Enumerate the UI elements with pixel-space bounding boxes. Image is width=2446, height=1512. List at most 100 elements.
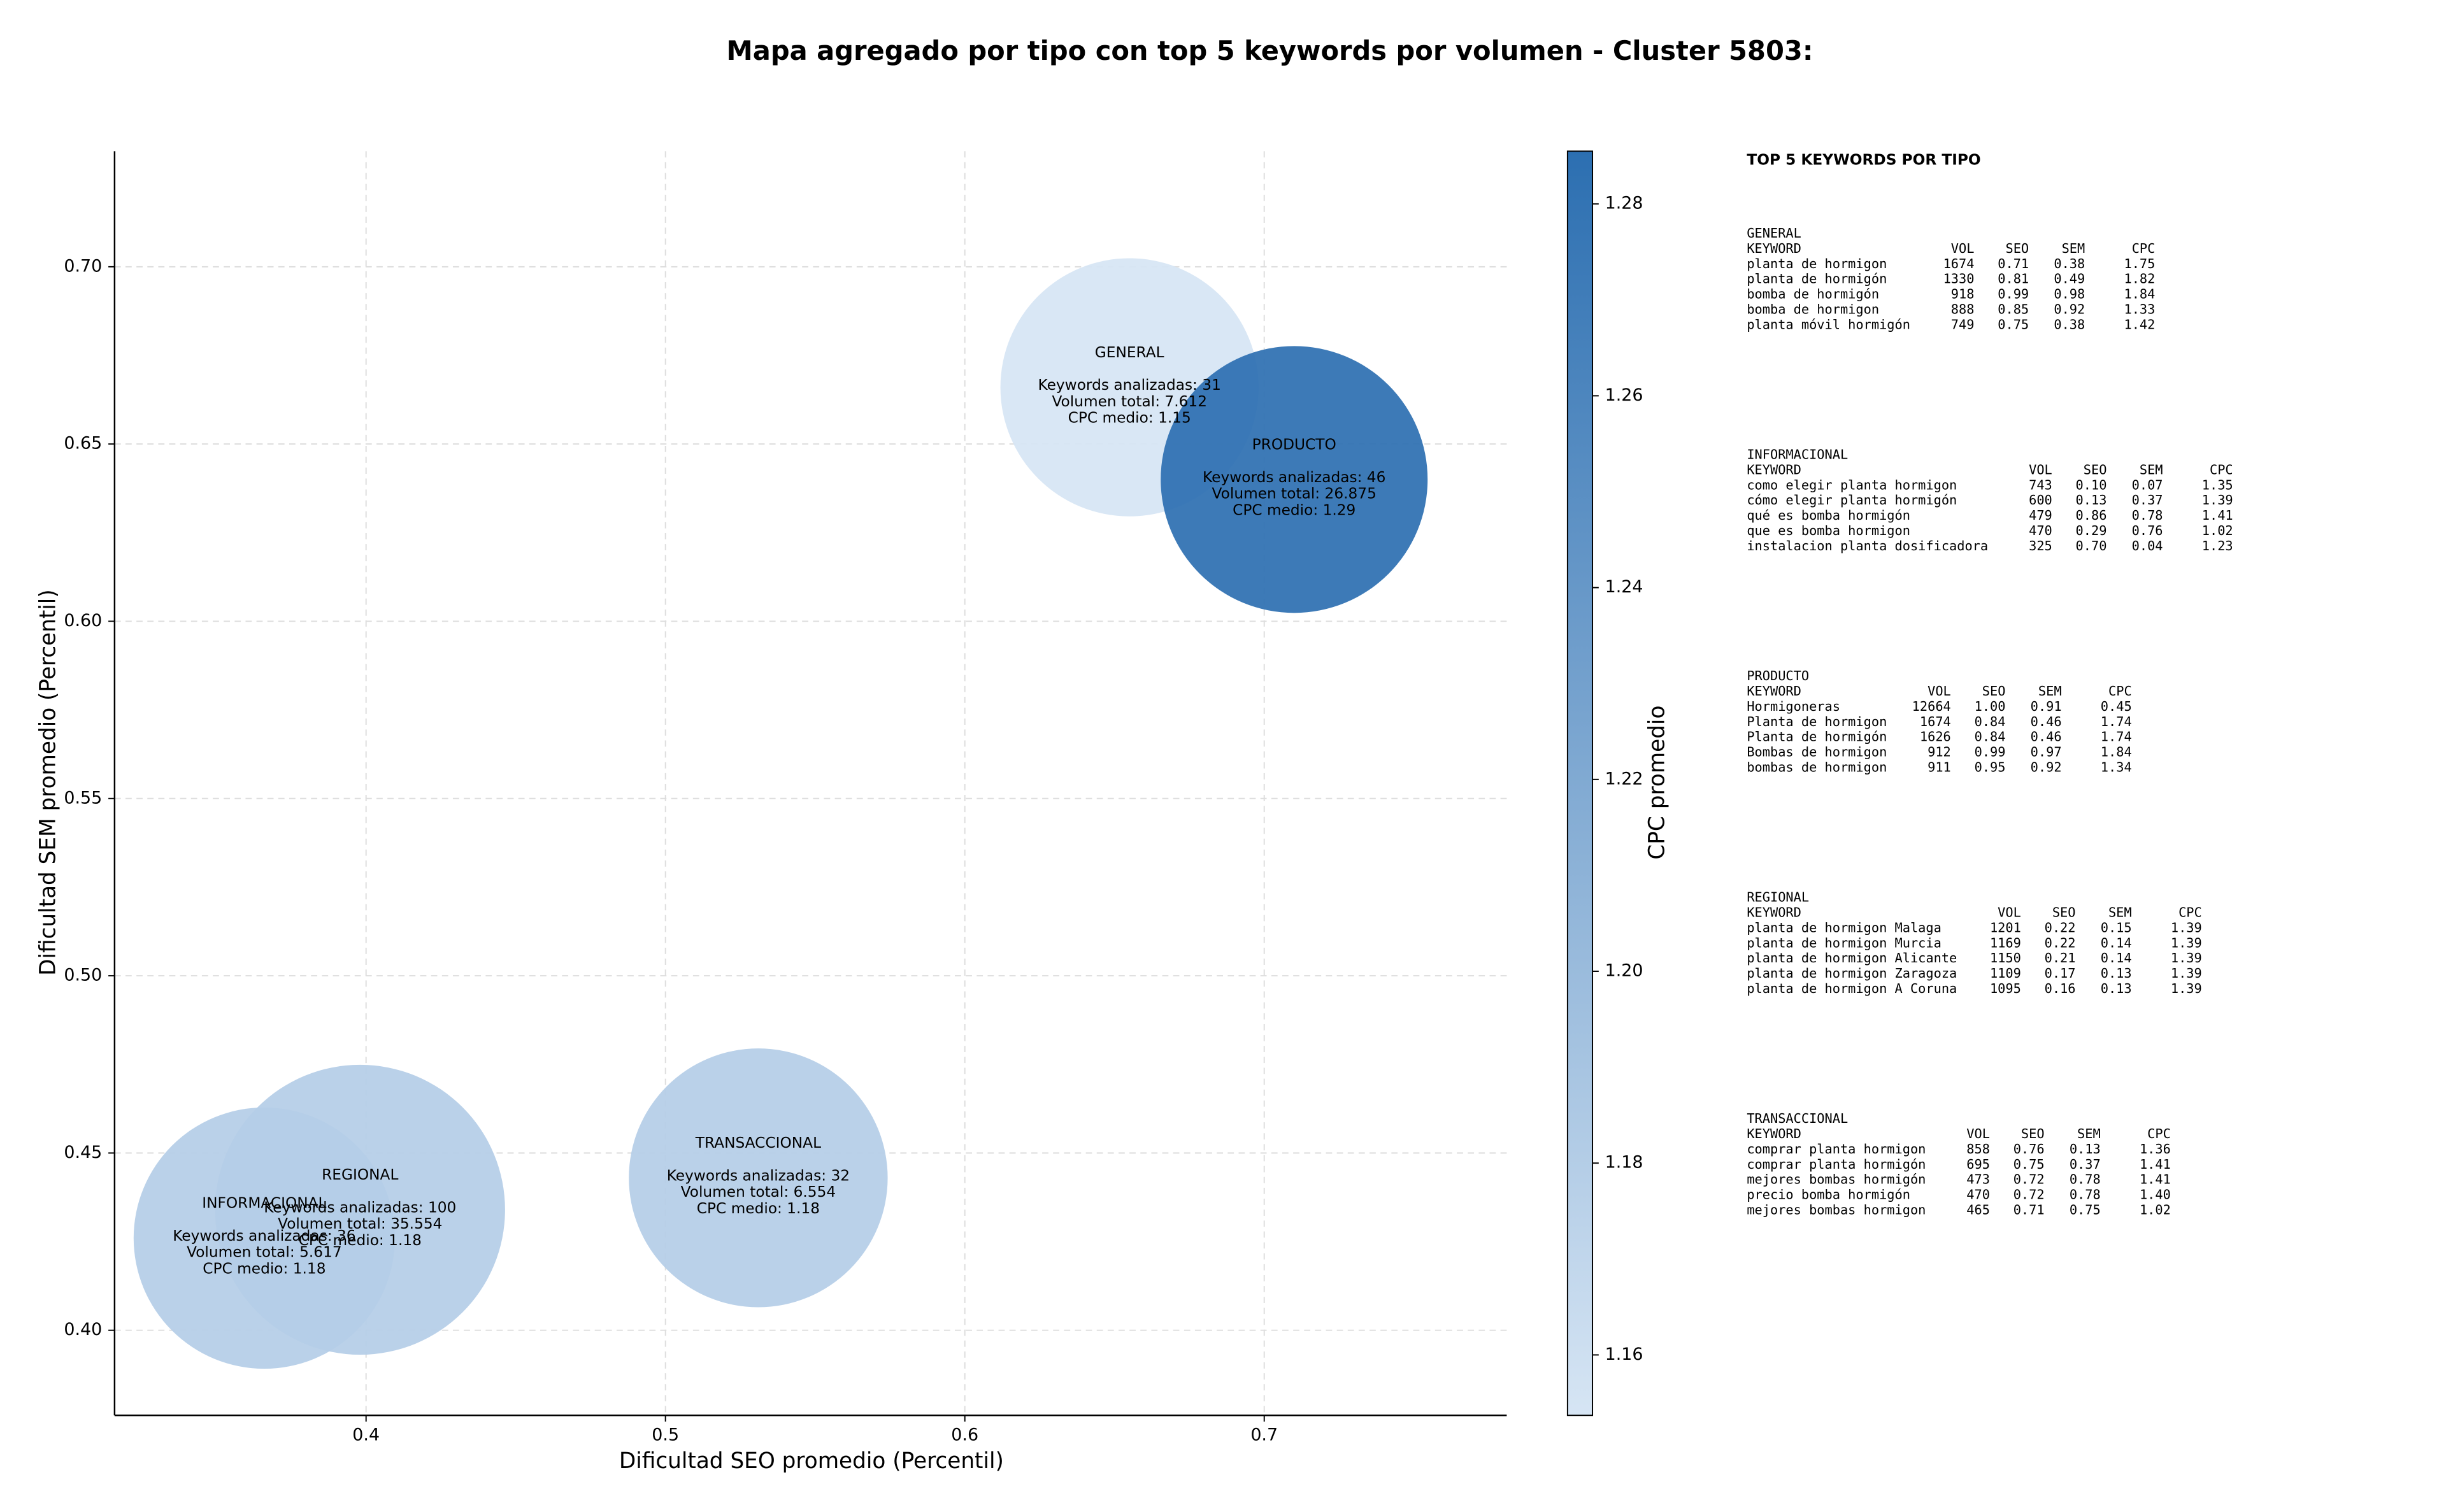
x-tick-label: 0.7 xyxy=(1250,1425,1278,1445)
panel-header: SEM xyxy=(2062,241,2085,256)
bubble xyxy=(629,1048,888,1308)
bubble-detail: CPC medio: 1.18 xyxy=(299,1232,422,1249)
panel-cell: Planta de hormigon xyxy=(1747,714,1887,729)
bubble-detail: CPC medio: 1.29 xyxy=(1233,501,1355,518)
panel-cell: 1.40 xyxy=(2140,1187,2171,1202)
panel-cell: comprar planta hormigon xyxy=(1747,1141,1926,1157)
panel-cell: planta de hormigon Malaga xyxy=(1747,920,1942,935)
panel-cell: planta de hormigon Murcia xyxy=(1747,935,1942,950)
panel-cell: planta de hormigon Zaragoza xyxy=(1747,966,1957,981)
panel-section-title: INFORMACIONAL xyxy=(1747,447,1848,462)
panel-header: SEM xyxy=(2108,905,2132,920)
colorbar-tick-label: 1.24 xyxy=(1605,577,1643,597)
colorbar-label: CPC promedio xyxy=(1644,706,1670,860)
panel-cell: 1.74 xyxy=(2101,729,2132,745)
panel-cell: mejores bombas hormigon xyxy=(1747,1202,1926,1217)
panel-cell: 0.70 xyxy=(2076,538,2107,553)
panel-header: KEYWORD xyxy=(1747,1126,1801,1141)
x-tick-label: 0.4 xyxy=(352,1425,380,1445)
panel-header: SEO xyxy=(2052,905,2076,920)
panel-cell: 1.75 xyxy=(2124,256,2155,271)
panel-cell: 0.07 xyxy=(2132,477,2163,492)
panel-cell: 1201 xyxy=(1990,920,2021,935)
panel-header: VOL xyxy=(2029,462,2052,478)
panel-cell: 600 xyxy=(2029,492,2052,508)
panel-header: SEO xyxy=(1982,683,2006,699)
panel-cell: 0.10 xyxy=(2076,477,2107,492)
panel-cell: 1.41 xyxy=(2140,1157,2171,1172)
panel-cell: como elegir planta hormigon xyxy=(1747,477,1957,492)
colorbar-tick-label: 1.26 xyxy=(1605,385,1643,405)
bubble-label: REGIONAL xyxy=(322,1166,398,1183)
panel-cell: 1.34 xyxy=(2101,759,2132,774)
panel-cell: 0.84 xyxy=(1975,729,2006,745)
panel-cell: 1.74 xyxy=(2101,714,2132,729)
panel-cell: planta de hormigón xyxy=(1747,271,1887,287)
bubble xyxy=(215,1064,505,1355)
panel-cell: 0.71 xyxy=(2013,1202,2045,1217)
panel-cell: precio bomba hormigón xyxy=(1747,1187,1910,1202)
bubble-detail: Volumen total: 26.875 xyxy=(1212,485,1377,503)
panel-cell: planta de hormigon Alicante xyxy=(1747,950,1957,966)
bubble-detail: CPC medio: 1.18 xyxy=(697,1200,820,1217)
panel-header: SEM xyxy=(2038,683,2062,699)
panel-header: VOL xyxy=(1951,241,1975,256)
panel-cell: Planta de hormigón xyxy=(1747,729,1887,745)
bubble-detail: Keywords analizadas: 46 xyxy=(1203,469,1385,486)
bubble-label: PRODUCTO xyxy=(1252,436,1336,453)
panel-cell: 0.37 xyxy=(2132,492,2163,508)
panel-cell: 918 xyxy=(1951,287,1975,302)
panel-header: KEYWORD xyxy=(1747,462,1801,478)
panel-cell: 0.75 xyxy=(1998,317,2029,332)
panel-cell: 0.76 xyxy=(2013,1141,2045,1157)
panel-cell: cómo elegir planta hormigón xyxy=(1747,492,1957,508)
panel-cell: 1.41 xyxy=(2140,1172,2171,1187)
panel-cell: 0.13 xyxy=(2101,981,2132,996)
panel-cell: 0.38 xyxy=(2054,317,2085,332)
panel-cell: 0.85 xyxy=(1998,301,2029,317)
panel-cell: 0.71 xyxy=(1998,256,2029,271)
bubble-detail: CPC medio: 1.18 xyxy=(203,1260,325,1277)
y-tick-label: 0.60 xyxy=(64,611,102,631)
panel-cell: 0.95 xyxy=(1975,759,2006,774)
panel-section-title: GENERAL xyxy=(1747,225,1801,241)
panel-cell: bombas de hormigon xyxy=(1747,759,1887,774)
panel-cell: 325 xyxy=(2029,538,2052,553)
panel-cell: 479 xyxy=(2029,508,2052,523)
panel-cell: 0.76 xyxy=(2132,523,2163,538)
colorbar-tick-label: 1.28 xyxy=(1605,194,1643,213)
panel-header: CPC xyxy=(2178,905,2202,920)
panel-cell: bomba de hormigón xyxy=(1747,287,1879,302)
bubble xyxy=(1161,346,1428,613)
panel-cell: 0.78 xyxy=(2132,508,2163,523)
panel-cell: 0.78 xyxy=(2070,1172,2101,1187)
panel-cell: 0.99 xyxy=(1975,744,2006,759)
panel-cell: 888 xyxy=(1951,301,1975,317)
panel-header: KEYWORD xyxy=(1747,241,1801,256)
bubble-detail: Keywords analizadas: 31 xyxy=(1038,376,1221,394)
panel-cell: 1169 xyxy=(1990,935,2021,950)
panel-cell: 1.42 xyxy=(2124,317,2155,332)
panel-header: SEM xyxy=(2140,462,2163,478)
panel-cell: 1.39 xyxy=(2171,950,2202,966)
panel-cell: 0.99 xyxy=(1998,287,2029,302)
panel-cell: 0.91 xyxy=(2031,699,2062,714)
bubble-label: INFORMACIONAL xyxy=(202,1195,326,1212)
panel-cell: 0.17 xyxy=(2045,966,2076,981)
panel-cell: 1674 xyxy=(1920,714,1951,729)
panel-cell: 465 xyxy=(1966,1202,1990,1217)
panel-header: CPC xyxy=(2132,241,2156,256)
y-axis-label: Dificultad SEM promedio (Percentil) xyxy=(36,589,61,976)
panel-section-title: PRODUCTO xyxy=(1747,668,1809,683)
panel-cell: 1.84 xyxy=(2101,744,2132,759)
panel-cell: Bombas de hormigon xyxy=(1747,744,1887,759)
panel-cell: 743 xyxy=(2029,477,2052,492)
panel-cell: planta móvil hormigón xyxy=(1747,317,1910,332)
panel-cell: 0.72 xyxy=(2013,1187,2045,1202)
panel-cell: bomba de hormigon xyxy=(1747,301,1879,317)
bubble-detail: Volumen total: 35.554 xyxy=(278,1215,442,1232)
panel-cell: 695 xyxy=(1966,1157,1990,1172)
colorbar-tick-label: 1.16 xyxy=(1605,1344,1643,1364)
panel-cell: 1.35 xyxy=(2202,477,2233,492)
colorbar-tick-label: 1.20 xyxy=(1605,960,1643,980)
